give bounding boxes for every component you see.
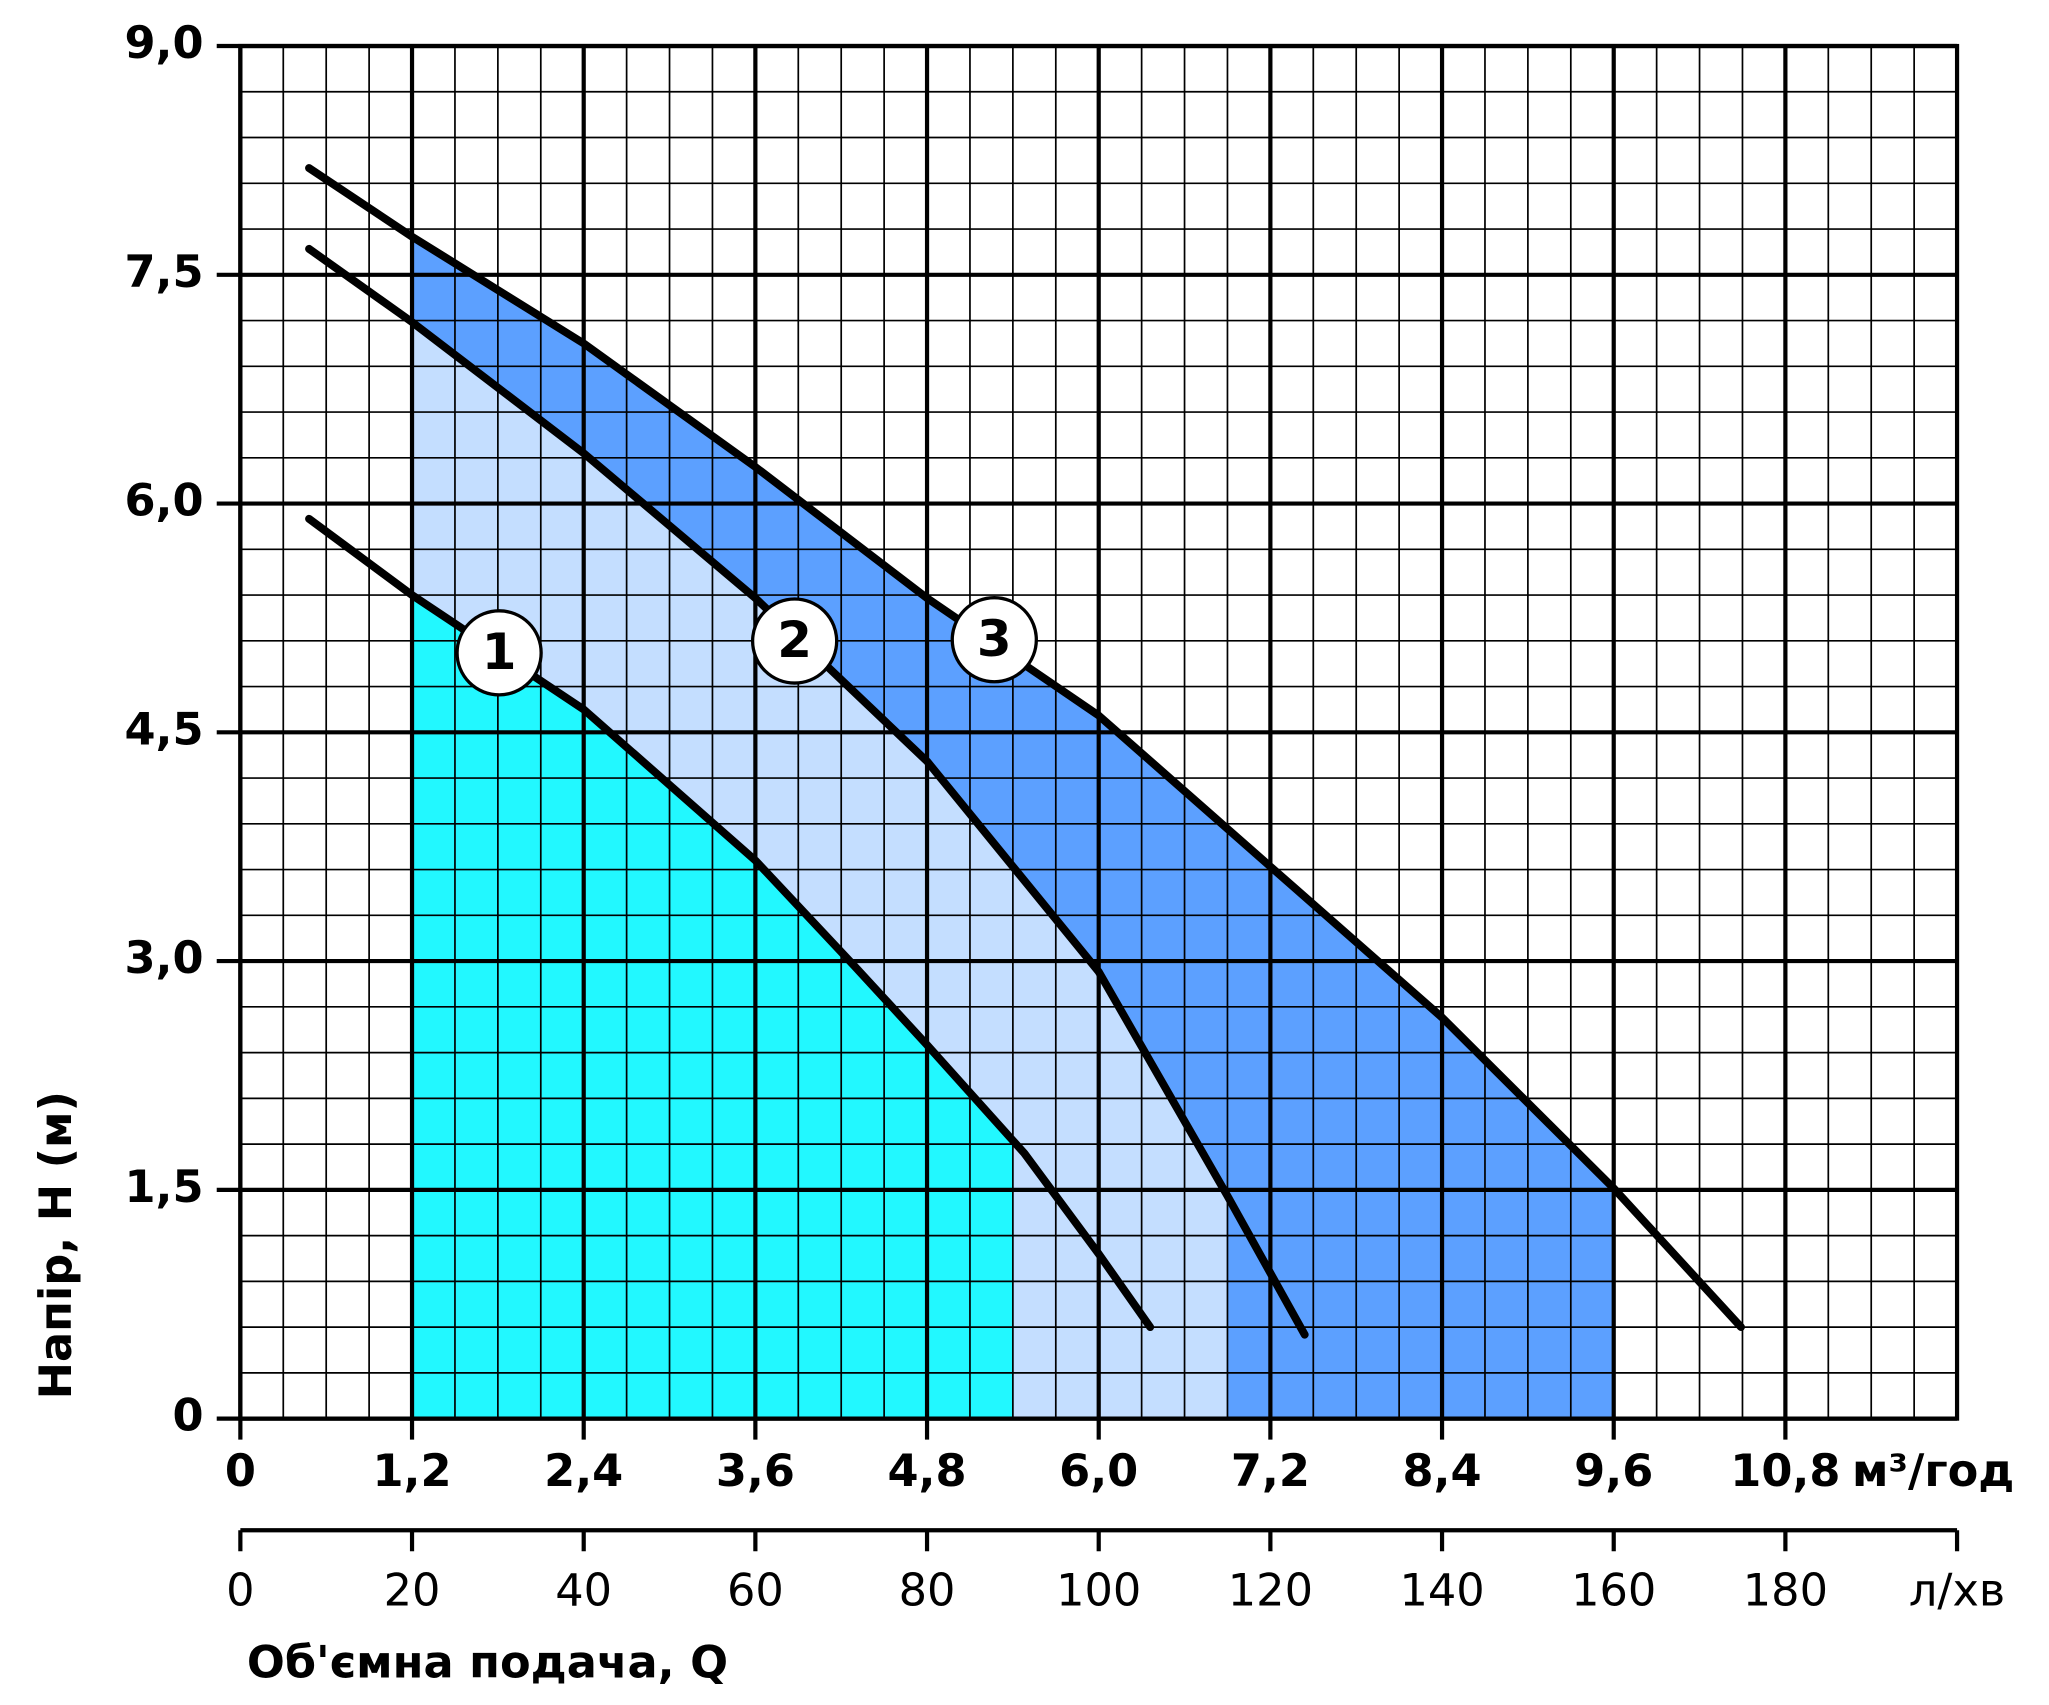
x2-tick-label: 120	[1228, 1564, 1313, 1616]
x-tick-label: 4,8	[887, 1445, 966, 1497]
x2-tick-label: 140	[1399, 1564, 1484, 1616]
x-tick-label: 3,6	[716, 1445, 795, 1497]
fills	[412, 236, 1614, 1419]
x-axis-title: Об'ємна подача, Q	[247, 1637, 728, 1689]
curve-badge	[750, 597, 839, 685]
curve-label: 1	[482, 623, 517, 681]
curve	[305, 244, 1309, 1339]
curve-badge	[455, 609, 543, 697]
x2-tick-label: 180	[1743, 1564, 1828, 1616]
x2-tick-label: 20	[384, 1564, 441, 1616]
grid	[216, 43, 1960, 1440]
plot-frame	[238, 43, 1960, 1421]
y-tick-label: 7,5	[124, 246, 203, 298]
y-tick-label: 9,0	[124, 17, 203, 69]
x2-tick-label: 100	[1056, 1564, 1141, 1616]
x-tick-label: 9,6	[1574, 1445, 1653, 1497]
y-tick-label: 0	[173, 1390, 204, 1442]
x-tick-label: 10,8	[1730, 1445, 1840, 1497]
x2-tick-label: 0	[226, 1564, 254, 1616]
x2-tick-label: 160	[1571, 1564, 1656, 1616]
curve-label: 2	[777, 611, 812, 669]
y-axis-title: Напір, H (м)	[30, 1091, 82, 1399]
x-tick-label: 7,2	[1231, 1445, 1310, 1497]
x2-tick-label: 40	[555, 1564, 612, 1616]
y-tick-label: 6,0	[124, 475, 203, 527]
x2-tick-label: 60	[727, 1564, 784, 1616]
x-tick-label: 8,4	[1403, 1445, 1482, 1497]
x-unit: м³/год	[1852, 1445, 2014, 1497]
x2-unit: л/хв	[1909, 1564, 2005, 1616]
y-tick-label: 3,0	[124, 932, 203, 984]
x-tick-label: 6,0	[1059, 1445, 1138, 1497]
x-tick-label: 2,4	[544, 1445, 623, 1497]
x2-tick-label: 80	[899, 1564, 956, 1616]
curve-label: 3	[977, 610, 1012, 668]
curve-badge	[950, 596, 1038, 684]
y-tick-label: 4,5	[124, 703, 203, 755]
x-tick-label: 0	[225, 1445, 256, 1497]
x-tick-label: 1,2	[372, 1445, 451, 1497]
y-tick-label: 1,5	[124, 1161, 203, 1213]
